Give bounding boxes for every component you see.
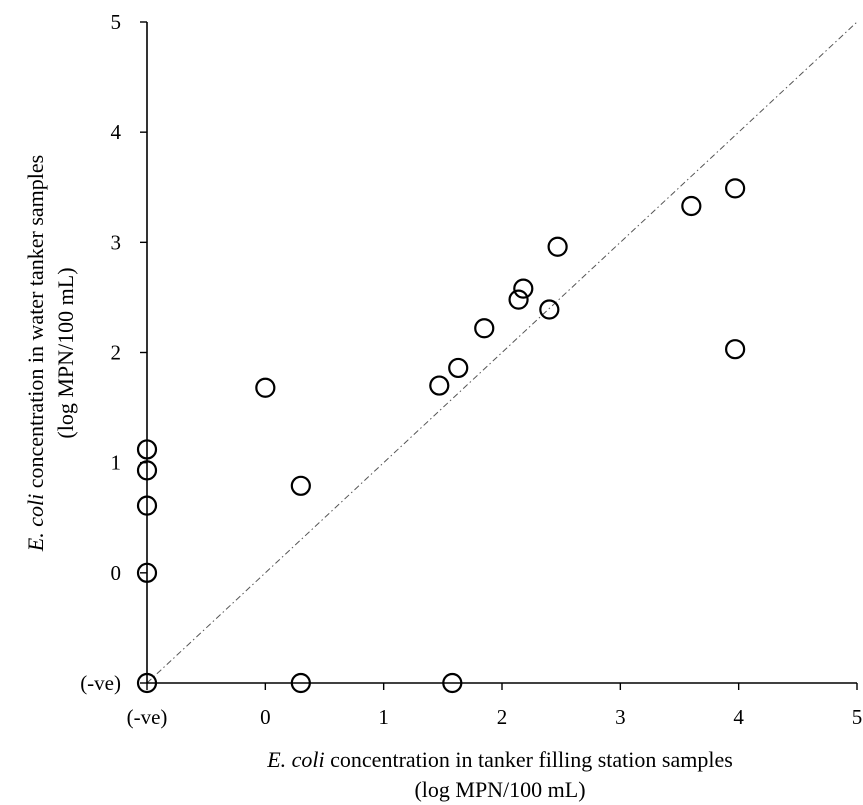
data-point — [136, 460, 158, 481]
y-tick-labels: (-ve) 0 1 2 3 4 5 — [80, 10, 121, 695]
y-tick-label: 4 — [111, 120, 122, 144]
x-axis-title-rest: concentration in tanker filling station … — [325, 747, 733, 772]
data-point — [136, 439, 158, 460]
data-point — [681, 195, 702, 217]
data-point — [508, 289, 529, 310]
data-point — [539, 299, 560, 320]
x-tick-label: 2 — [497, 705, 508, 729]
data-point — [255, 377, 276, 398]
data-point — [136, 562, 158, 583]
y-tick-label: (-ve) — [80, 671, 121, 695]
data-point — [448, 357, 469, 379]
x-tick-labels: (-ve) 0 1 2 3 4 5 — [127, 705, 863, 729]
y-axis-title-italic: E. coli — [23, 494, 48, 552]
x-axis-title-italic: E. coli — [266, 747, 324, 772]
reference-line-layer — [146, 21, 858, 684]
x-axis-title: E. coli concentration in tanker filling … — [266, 747, 733, 772]
data-point — [429, 375, 450, 396]
data-point — [290, 672, 311, 694]
x-tick-label: 3 — [615, 705, 626, 729]
y-tick-label: 0 — [111, 561, 122, 585]
y-axis-title-rest: concentration in water tanker samples — [23, 155, 48, 494]
one-to-one-reference-line — [146, 21, 858, 684]
data-point — [725, 339, 746, 360]
y-axis-title: E. coli concentration in water tanker sa… — [23, 155, 48, 552]
data-point — [136, 672, 158, 694]
data-point — [474, 318, 495, 339]
data-points — [136, 178, 746, 694]
x-axis-units: (log MPN/100 mL) — [414, 777, 585, 802]
data-point — [547, 236, 568, 257]
data-point — [725, 178, 746, 199]
y-tick-label: 5 — [111, 10, 122, 34]
y-tick-label: 3 — [111, 230, 122, 254]
x-tick-label: 0 — [260, 705, 271, 729]
x-tick-label: 1 — [378, 705, 389, 729]
data-point — [290, 475, 311, 496]
y-axis-units: (log MPN/100 mL) — [53, 267, 78, 438]
data-point — [442, 672, 463, 694]
data-point — [136, 495, 158, 516]
x-tick-label: 5 — [852, 705, 863, 729]
y-tick-label: 2 — [111, 341, 122, 365]
x-tick-label: (-ve) — [127, 705, 168, 729]
x-tick-label: 4 — [733, 705, 744, 729]
y-tick-label: 1 — [111, 451, 122, 475]
data-point — [513, 278, 534, 299]
